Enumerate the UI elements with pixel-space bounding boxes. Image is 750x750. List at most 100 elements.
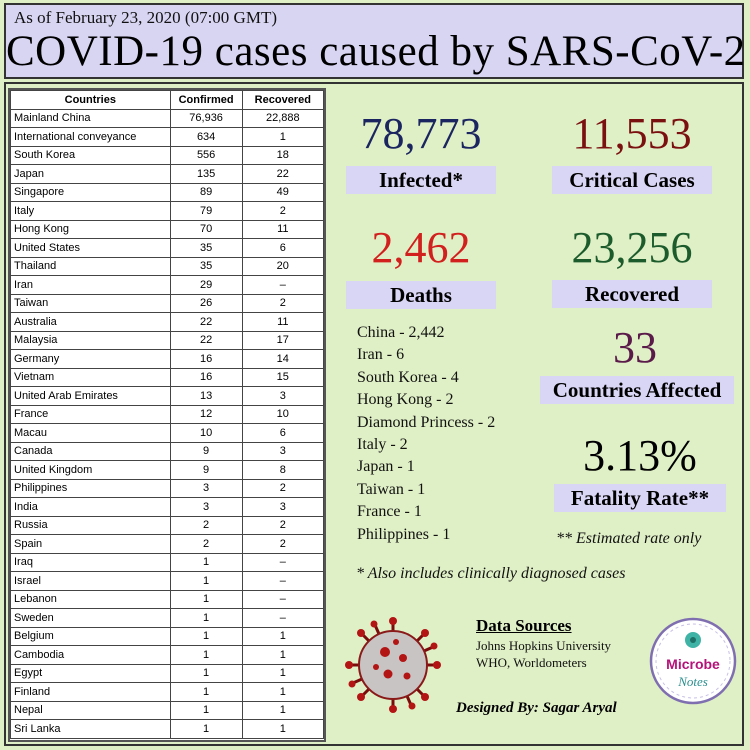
country-cell: Lebanon	[10, 589, 171, 609]
table-row: Spain 2 2	[10, 534, 325, 554]
recovered-cell: 2	[241, 478, 325, 498]
table-row: Iran 29–	[10, 275, 325, 295]
confirmed-cell: 1	[169, 589, 243, 609]
table-row: Canada 9 3	[10, 441, 325, 461]
country-cell: Cambodia	[10, 645, 171, 665]
designer-credit: Designed By: Sagar Aryal	[456, 700, 617, 716]
recovered-cell: 1	[241, 626, 325, 646]
table-row: Macau 10 6	[10, 423, 325, 443]
table-row: International conveyance 634 1	[10, 127, 325, 147]
infected-label: Infected*	[346, 166, 496, 194]
logo-text-microbe: Microbe	[666, 656, 720, 672]
country-cell: Taiwan	[10, 293, 171, 313]
recovered-cell: 1	[241, 682, 325, 702]
confirmed-cell: 26	[169, 293, 243, 313]
table-row: Belgium 1 1	[10, 626, 325, 646]
country-cell: United Kingdom	[10, 460, 171, 480]
recovered-cell: –	[241, 552, 325, 572]
table-row: United Arab Emirates 13 3	[10, 386, 325, 406]
confirmed-cell: 16	[169, 349, 243, 369]
header-countries: Countries	[10, 90, 171, 110]
recovered-cell: 22	[241, 164, 325, 184]
country-cell: Iraq	[10, 552, 171, 572]
recovered-cell: 8	[241, 460, 325, 480]
recovered-cell: –	[241, 275, 325, 295]
country-cell: Australia	[10, 312, 171, 332]
recovered-cell: 2	[241, 534, 325, 554]
confirmed-cell: 1	[169, 719, 243, 739]
confirmed-cell: 9	[169, 441, 243, 461]
confirmed-cell: 16	[169, 367, 243, 387]
recovered-cell: 3	[241, 497, 325, 517]
confirmed-cell: 12	[169, 404, 243, 424]
confirmed-cell: 1	[169, 645, 243, 665]
table-row: Taiwan 26 2	[10, 293, 325, 313]
country-cell: United Arab Emirates	[10, 386, 171, 406]
confirmed-cell: 35	[169, 256, 243, 276]
page-title: COVID-19 cases caused by SARS-CoV-2	[6, 28, 746, 75]
confirmed-cell: 2	[169, 534, 243, 554]
table-row: Thailand 35 20	[10, 256, 325, 276]
death-list-item: South Korea - 4	[357, 368, 459, 386]
country-cell: Japan	[10, 164, 171, 184]
recovered-cell: 22,888	[241, 108, 325, 128]
recovered-cell: 2	[241, 293, 325, 313]
country-cell: Hong Kong	[10, 219, 171, 239]
table-row: Finland 1 1	[10, 682, 325, 702]
recovered-cell: 11	[241, 312, 325, 332]
country-cell: Israel	[10, 571, 171, 591]
table-row: United Kingdom 9 8	[10, 460, 325, 480]
table-header-row: Countries Confirmed Recovered	[10, 90, 325, 110]
confirmed-cell: 10	[169, 423, 243, 443]
recovered-cell: 20	[241, 256, 325, 276]
recovered-cell: 2	[241, 515, 325, 535]
confirmed-cell: 1	[169, 626, 243, 646]
country-cell: Canada	[10, 441, 171, 461]
recovered-cell: 6	[241, 238, 325, 258]
microbe-notes-logo: Microbe Notes	[648, 616, 738, 706]
confirmed-cell: 22	[169, 312, 243, 332]
confirmed-cell: 3	[169, 478, 243, 498]
table-row: Russia 2 2	[10, 515, 325, 535]
country-cell: Iran	[10, 275, 171, 295]
confirmed-cell: 1	[169, 700, 243, 720]
fatality-rate-value: 3.13%	[583, 431, 697, 480]
cases-table: Countries Confirmed Recovered Mainland C…	[10, 90, 325, 739]
country-cell: United States	[10, 238, 171, 258]
death-list-item: China - 2,442	[357, 324, 445, 341]
recovered-cell: 11	[241, 219, 325, 239]
recovered-cell: –	[241, 571, 325, 591]
table-row: Hong Kong 70 11	[10, 219, 325, 239]
logo-text-notes: Notes	[678, 674, 708, 689]
estimated-note: ** Estimated rate only	[556, 530, 702, 547]
header-recovered: Recovered	[241, 90, 325, 110]
country-cell: Mainland China	[10, 108, 171, 128]
table-row: Italy 79 2	[10, 201, 325, 221]
confirmed-cell: 22	[169, 330, 243, 350]
recovered-cell: 18	[241, 145, 325, 165]
table-row: Malaysia 22 17	[10, 330, 325, 350]
deaths-label: Deaths	[346, 281, 496, 309]
country-cell: Nepal	[10, 700, 171, 720]
table-row: Germany 16 14	[10, 349, 325, 369]
recovered-cell: 6	[241, 423, 325, 443]
table-row: Cambodia 1 1	[10, 645, 325, 665]
confirmed-cell: 1	[169, 571, 243, 591]
fatality-rate-label: Fatality Rate**	[554, 484, 726, 512]
table-row: Sri Lanka 1 1	[10, 719, 325, 739]
death-list-item: Philippines - 1	[357, 525, 451, 543]
data-source-line-1: Johns Hopkins University	[476, 638, 612, 653]
death-list-item: Hong Kong - 2	[357, 391, 454, 409]
recovered-cell: –	[241, 589, 325, 609]
confirmed-cell: 29	[169, 275, 243, 295]
table-row: France 12 10	[10, 404, 325, 424]
country-cell: India	[10, 497, 171, 517]
confirmed-cell: 1	[169, 552, 243, 572]
country-cell: Thailand	[10, 256, 171, 276]
country-cell: Belgium	[10, 626, 171, 646]
recovered-cell: 15	[241, 367, 325, 387]
header-banner: As of February 23, 2020 (07:00 GMT) COVI…	[4, 3, 746, 79]
confirmed-cell: 3	[169, 497, 243, 517]
table-row: Philippines 3 2	[10, 478, 325, 498]
table-row: Israel 1–	[10, 571, 325, 591]
